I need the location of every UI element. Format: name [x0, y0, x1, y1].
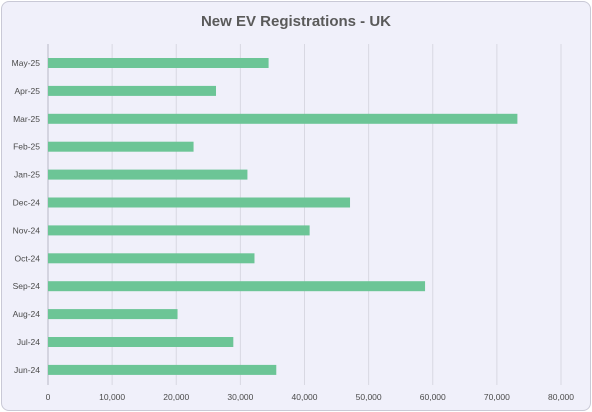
x-tick-label: 20,000 — [163, 392, 189, 402]
x-tick-label: 30,000 — [227, 392, 253, 402]
bar[interactable] — [48, 281, 426, 292]
category-label: Nov-24 — [13, 225, 41, 235]
category-label: Jan-25 — [14, 170, 40, 180]
bar[interactable] — [48, 364, 277, 375]
bar[interactable] — [48, 309, 178, 320]
x-tick-label: 0 — [46, 392, 51, 402]
category-label: Feb-25 — [13, 142, 40, 152]
x-tick-label: 10,000 — [99, 392, 125, 402]
category-labels: May-25 Apr-25 Mar-25 Feb-25 Jan-25 Dec-24 Nov-… — [12, 58, 41, 375]
category-label: Mar-25 — [13, 114, 40, 124]
x-tick-label: 70,000 — [484, 392, 510, 402]
bar[interactable] — [48, 58, 269, 68]
category-label: Oct-24 — [14, 253, 40, 263]
x-tick-label: 60,000 — [420, 392, 446, 402]
x-tick-label: 40,000 — [292, 392, 318, 402]
bar[interactable] — [48, 85, 217, 96]
category-label: Jun-24 — [14, 365, 40, 375]
chart-title: New EV Registrations - UK — [200, 13, 392, 30]
category-label: Apr-25 — [14, 86, 40, 96]
category-label: Sep-24 — [13, 281, 41, 291]
category-label: May-25 — [12, 58, 41, 68]
category-label: Jul-24 — [17, 337, 40, 347]
grid-lines — [47, 44, 562, 385]
bar[interactable] — [48, 197, 351, 208]
bar[interactable] — [48, 253, 255, 264]
category-label: Dec-24 — [13, 198, 41, 208]
bar[interactable] — [48, 141, 194, 152]
bar[interactable] — [48, 113, 518, 124]
category-label: Aug-24 — [13, 309, 41, 319]
bar[interactable] — [48, 169, 248, 180]
bar[interactable] — [48, 337, 234, 347]
x-tick-label: 50,000 — [356, 392, 382, 402]
bars — [48, 58, 518, 375]
x-tick-label: 80,000 — [548, 392, 574, 402]
x-tick-labels: 0 10,000 20,000 30,000 40,000 50,000 60,000 70,… — [46, 392, 575, 402]
bar[interactable] — [48, 225, 310, 236]
